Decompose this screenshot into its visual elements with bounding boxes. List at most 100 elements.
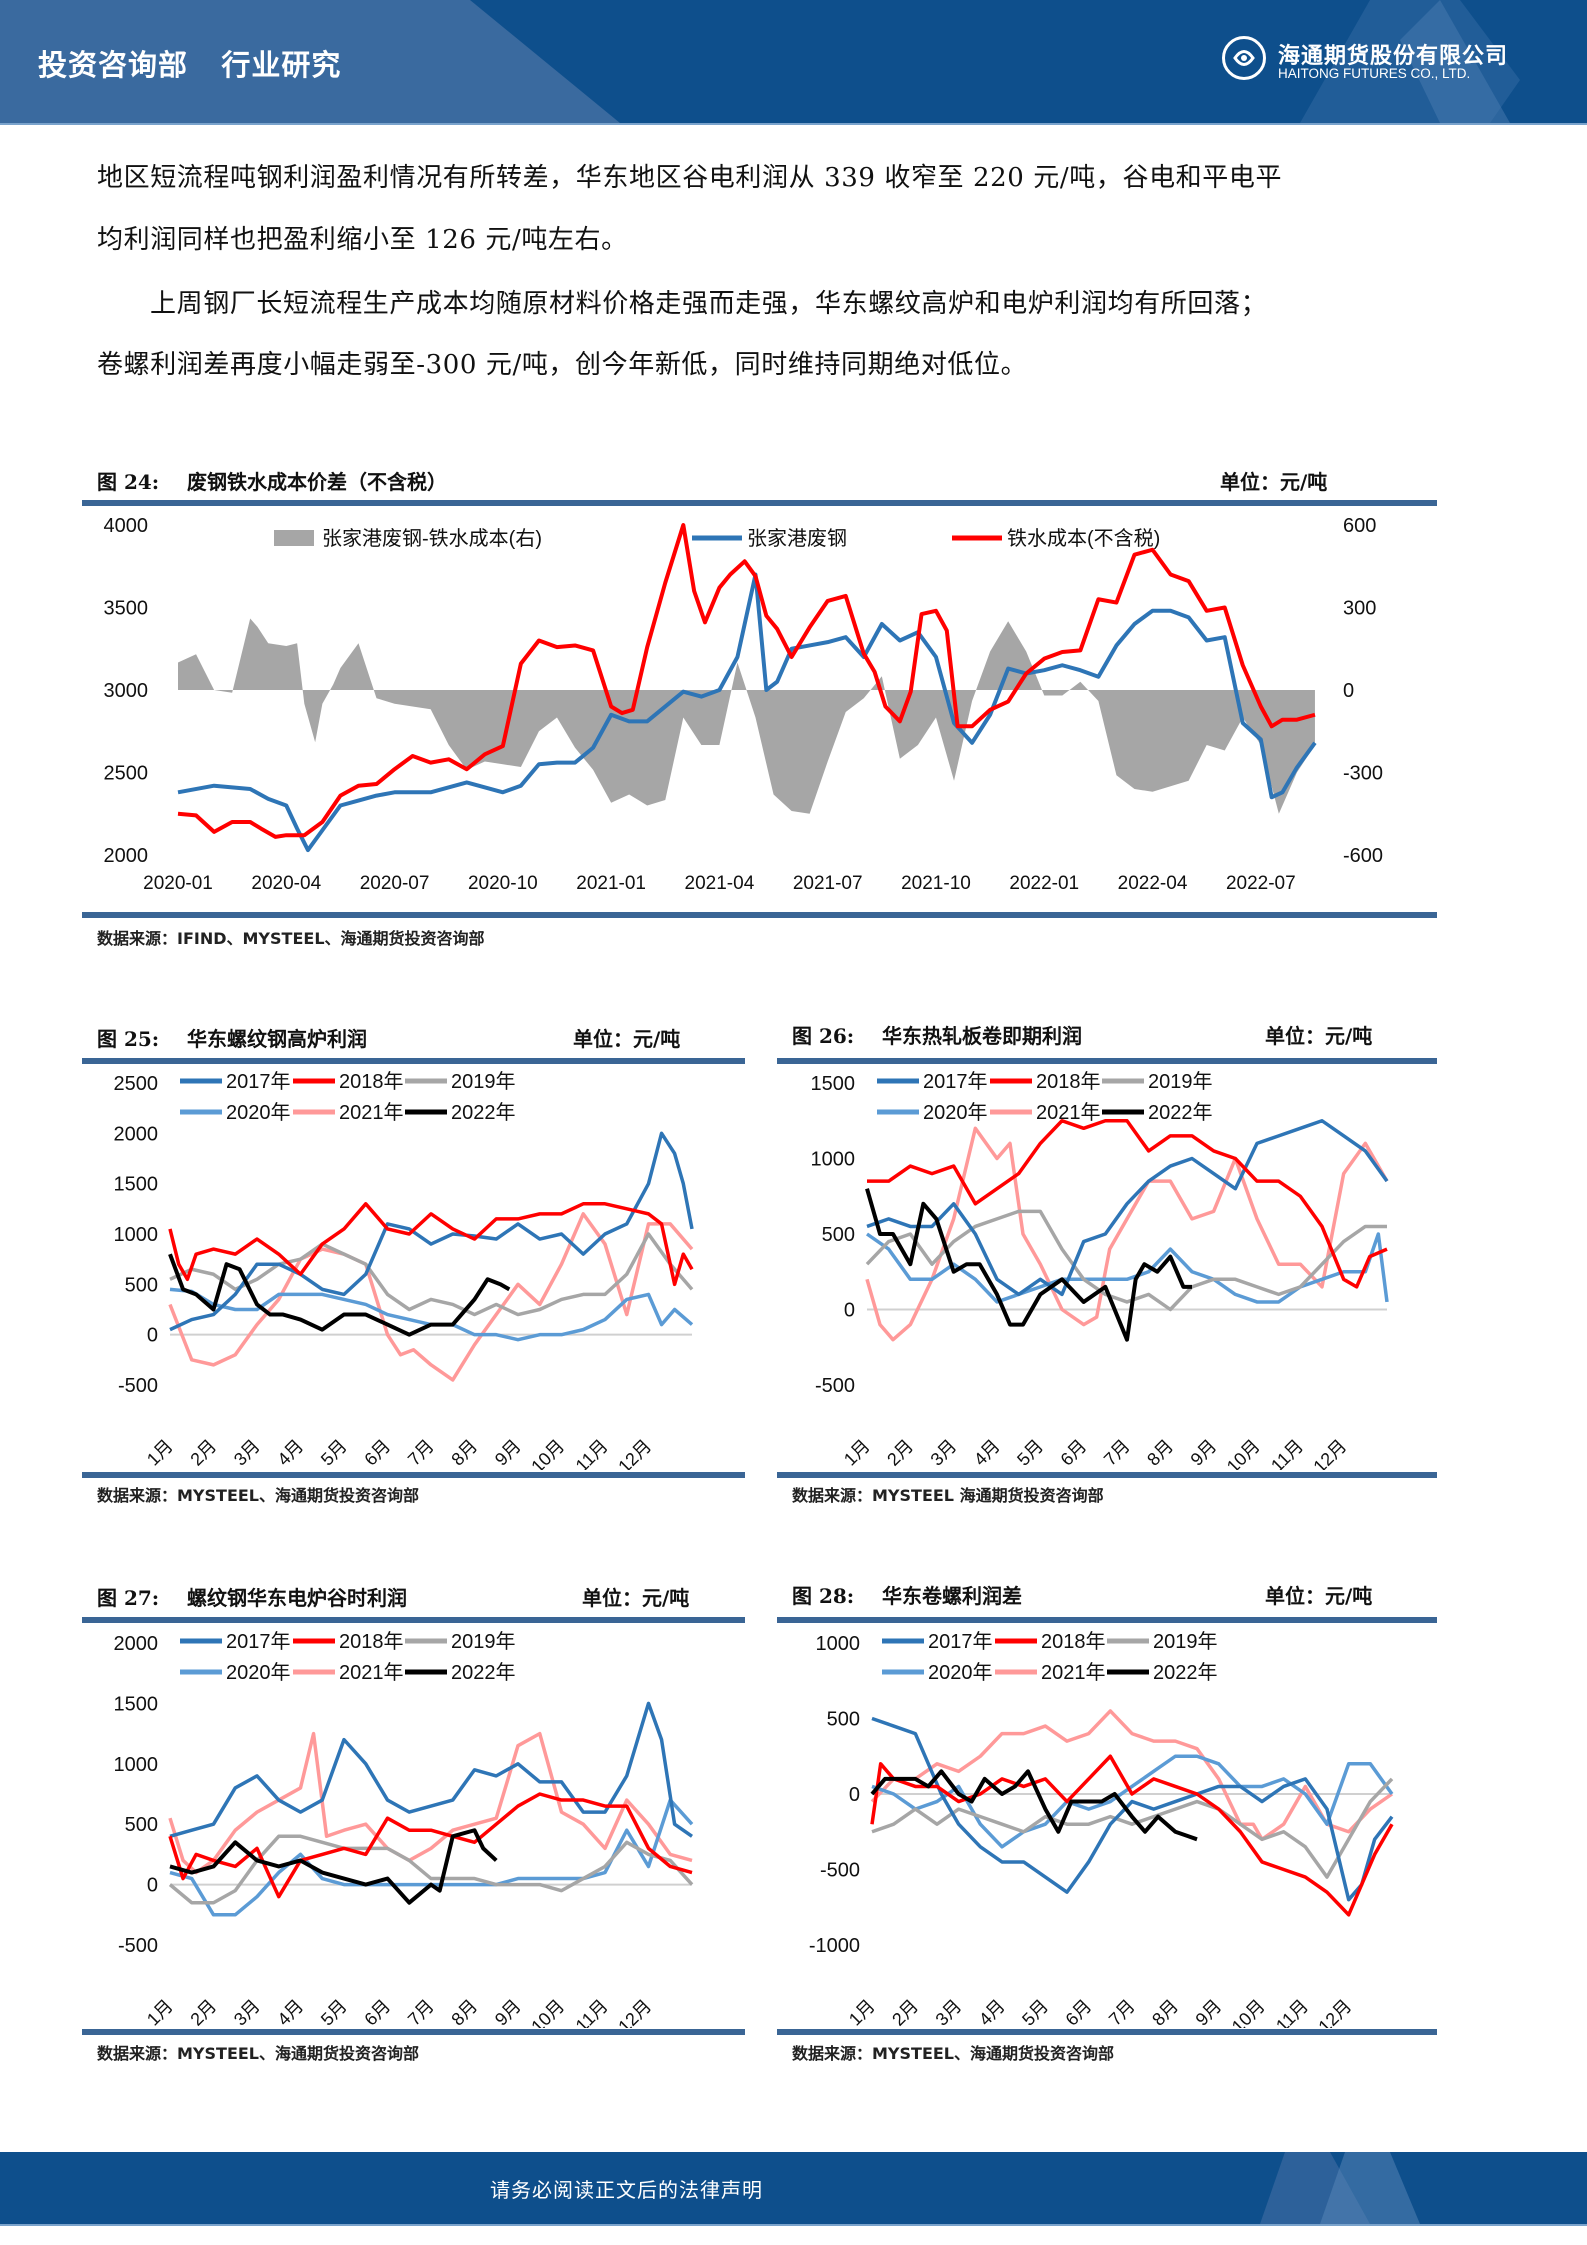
x-axis-tick-label: 2020-07 (360, 873, 430, 894)
line-series-2018 (867, 1119, 1388, 1289)
y-axis-tick-label: 1500 (114, 1693, 159, 1715)
figure-28-top-rule (777, 1617, 1437, 1623)
page-footer: 请务必阅读正文后的法律声明 (0, 2152, 1587, 2226)
line-series-2020 (169, 1287, 694, 1342)
paragraph-line: 卷螺利润差再度小幅走弱至-300 元/吨，创今年新低，同时维持同期绝对低位。 (97, 350, 1028, 380)
y-axis-tick-label: 0 (147, 1325, 158, 1347)
figure-25-bottom-rule (82, 1472, 745, 1478)
figure-28-source: 数据来源：MYSTEEL、海通期货投资咨询部 (792, 2044, 1115, 2063)
x-axis-month-label: 8月 (447, 1436, 481, 1470)
x-axis-month-label: 8月 (1143, 1436, 1177, 1470)
figure-26-source: 数据来源：MYSTEEL 海通期货投资咨询部 (792, 1486, 1104, 1505)
legend-label: 张家港废钢-铁水成本(右) (322, 527, 542, 550)
x-axis-month-label: 10月 (1223, 1436, 1264, 1470)
x-axis-month-label: 5月 (317, 1436, 351, 1470)
legend-label: 2020年 (226, 1101, 291, 1124)
y-axis-tick-label: 0 (844, 1300, 855, 1322)
legal-notice-link[interactable]: 请务必阅读正文后的法律声明 (490, 2178, 763, 2202)
x-axis-month-label: 6月 (1057, 1436, 1091, 1470)
x-axis-month-label: 3月 (230, 1996, 264, 2028)
line-series-2018 (870, 1754, 1394, 1917)
figure-24-unit: 单位：元/吨 (1220, 470, 1328, 494)
x-axis-month-label: 4月 (273, 1436, 307, 1470)
figure-28-title: 图 28: 华东卷螺利润差 (792, 1580, 1022, 1609)
legend-label: 2019年 (1148, 1070, 1213, 1093)
figure-27-bottom-rule (82, 2029, 745, 2035)
y-axis-tick-label: 1000 (114, 1224, 159, 1246)
y-axis-tick-label: -500 (118, 1935, 158, 1957)
legend-label: 2019年 (451, 1630, 516, 1653)
line-series-2018 (168, 1202, 694, 1287)
figure-label: 图 26: (792, 1024, 855, 1048)
legend-label: 2022年 (451, 1101, 516, 1124)
figure-24-chart: 2000 2500 3000 3500 4000 -600 -300 0 300 600 2020-… (104, 515, 1384, 894)
line-series-2022 (169, 1828, 498, 1905)
figure-caption: 华东热轧板卷即期利润 (882, 1024, 1083, 1048)
y-axis-right-tick-label: -600 (1343, 845, 1383, 867)
y-axis-tick-label: -1000 (809, 1935, 860, 1957)
line-series-2021 (168, 1212, 694, 1382)
figure-25-source: 数据来源：MYSTEEL、海通期货投资咨询部 (97, 1486, 420, 1505)
legend-label: 2018年 (1041, 1630, 1106, 1653)
x-axis-month-label: 9月 (491, 1996, 525, 2028)
figure-27-top-rule (82, 1617, 745, 1623)
figure-label: 图 25: (97, 1027, 160, 1051)
x-axis-month-label: 7月 (1100, 1436, 1134, 1470)
category-title: 行业研究 (221, 48, 342, 82)
x-axis-tick-label: 2022-01 (1009, 873, 1079, 894)
figure-25-top-rule (82, 1058, 745, 1064)
x-axis-month-label: 7月 (1105, 1996, 1139, 2028)
figure-26-unit: 单位：元/吨 (1265, 1024, 1373, 1048)
line-series-2018 (168, 1792, 693, 1899)
figure-label: 图 24: (97, 470, 160, 494)
header-background (0, 0, 1520, 123)
x-axis-month-label: 3月 (927, 1436, 961, 1470)
figure-label: 图 27: (97, 1586, 160, 1610)
figure-26-title: 图 26: 华东热轧板卷即期利润 (792, 1020, 1082, 1049)
x-axis-month-label: 2月 (186, 1996, 220, 2028)
chart-legend: 2017年 2018年 2019年 2020年 2021年 2022年 (180, 1070, 516, 1124)
x-axis-month-label: 5月 (317, 1996, 351, 2028)
x-axis-tick-label: 2022-07 (1226, 873, 1296, 894)
x-axis-month-label: 11月 (572, 1436, 612, 1470)
line-series-2017 (169, 1131, 694, 1332)
x-axis-month-label: 11月 (572, 1996, 612, 2028)
y-axis-tick-label: -500 (118, 1375, 158, 1397)
y-axis-tick-label: 0 (147, 1875, 158, 1897)
figure-24-title: 图 24: 废钢铁水成本价差（不含税） (97, 466, 447, 495)
legend-label: 2021年 (339, 1661, 404, 1684)
x-axis-month-label: 4月 (970, 1436, 1004, 1470)
x-axis-tick-label: 2021-04 (685, 873, 755, 894)
company-name-en: HAITONG FUTURES CO., LTD. (1278, 66, 1471, 81)
line-series-2019 (169, 1232, 694, 1317)
x-axis-month-label: 12月 (1314, 1996, 1355, 2028)
y-axis-right-tick-label: 300 (1343, 598, 1376, 620)
header-title: 投资咨询部 行业研究 (38, 42, 341, 84)
y-axis-tick-label: 1500 (114, 1174, 159, 1196)
y-axis-tick-label: 2000 (114, 1633, 159, 1655)
legend-label: 2017年 (928, 1630, 993, 1653)
legend-label: 2020年 (226, 1661, 291, 1684)
x-axis-tick-label: 2020-01 (143, 873, 213, 894)
x-axis-month-label: 12月 (614, 1996, 655, 2028)
paragraph-line: 地区短流程吨钢利润盈利情况有所转差，华东地区谷电利润从 339 收窄至 220 … (97, 163, 1283, 193)
x-axis-month-label: 6月 (360, 1436, 394, 1470)
x-axis-tick-label: 2020-10 (468, 873, 538, 894)
y-axis-right-tick-label: -300 (1343, 763, 1383, 785)
y-axis-tick-label: 1000 (816, 1633, 861, 1655)
company-name-cn: 海通期货股份有限公司 (1278, 43, 1509, 69)
x-axis-month-label: 2月 (888, 1996, 922, 2028)
y-axis-tick-label: -500 (815, 1375, 855, 1397)
figure-24-bottom-rule (82, 912, 1437, 918)
legend-label: 2021年 (1041, 1661, 1106, 1684)
x-axis-month-label: 7月 (404, 1436, 438, 1470)
figure-26-bottom-rule (777, 1472, 1437, 1478)
area-series-scrap-minus-hotmetal (178, 618, 1315, 814)
figure-26-chart: -500 0 500 1000 1500 1月 2月 3月 4月 5月 6月 7月 8月 9月 10月 11月… (811, 1070, 1389, 1470)
y-axis-left-tick-label: 2000 (104, 845, 149, 867)
figure-caption: 螺纹钢华东电炉谷时利润 (187, 1586, 408, 1610)
figure-27-chart: -500 0 500 1000 1500 2000 1月 2月 3月 4月 5月 6月 7月 8月 9月 10… (114, 1630, 694, 2028)
chart-legend: 2017年 2018年 2019年 2020年 2021年 2022年 (180, 1630, 516, 1684)
figure-27-source: 数据来源：MYSTEEL、海通期货投资咨询部 (97, 2044, 420, 2063)
x-axis-month-label: 4月 (273, 1996, 307, 2028)
